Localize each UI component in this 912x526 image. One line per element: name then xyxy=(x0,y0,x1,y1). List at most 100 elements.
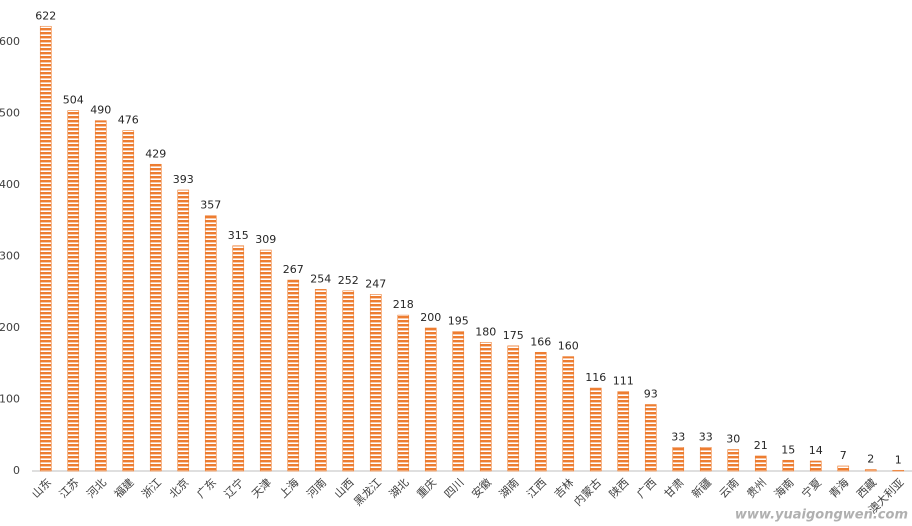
x-tick-label: 河北 xyxy=(84,476,109,501)
x-tick-label: 北京 xyxy=(166,475,191,500)
data-label: 21 xyxy=(754,439,768,452)
data-label: 116 xyxy=(585,371,606,384)
x-tick-label: 河南 xyxy=(304,476,329,501)
bar xyxy=(232,245,245,472)
bar xyxy=(809,460,822,472)
data-label: 504 xyxy=(63,94,84,107)
x-tick-label: 浙江 xyxy=(139,476,164,501)
bar xyxy=(397,314,410,472)
bar xyxy=(314,289,327,472)
y-tick-label: 200 xyxy=(0,321,20,334)
x-tick-label: 重庆 xyxy=(414,475,439,500)
bar xyxy=(342,290,355,472)
x-tick-label: 海南 xyxy=(771,475,796,500)
y-tick-label: 400 xyxy=(0,178,20,191)
data-label: 429 xyxy=(145,147,166,160)
data-label: 1 xyxy=(895,453,902,466)
data-label: 309 xyxy=(255,233,276,246)
x-tick-label: 福建 xyxy=(111,475,136,500)
data-label: 33 xyxy=(699,430,713,443)
bar xyxy=(617,391,630,472)
x-tick-label: 新疆 xyxy=(689,475,714,500)
data-label: 218 xyxy=(393,298,414,311)
x-tick-label: 广西 xyxy=(634,476,659,501)
x-tick-label: 安徽 xyxy=(469,475,494,500)
bar xyxy=(177,189,190,472)
x-tick-label: 贵州 xyxy=(744,476,769,501)
bar xyxy=(864,469,877,472)
x-tick-label: 山东 xyxy=(29,476,54,501)
bar xyxy=(562,356,575,472)
data-label: 195 xyxy=(448,315,469,328)
data-label: 247 xyxy=(365,277,386,290)
bar xyxy=(149,163,162,472)
data-label: 357 xyxy=(200,199,221,212)
bar xyxy=(727,449,740,472)
bar xyxy=(892,469,905,472)
x-tick-label: 江西 xyxy=(524,476,549,501)
x-tick-label: 青海 xyxy=(826,475,851,500)
x-tick-label: 上海 xyxy=(276,475,301,500)
bar xyxy=(424,327,437,472)
x-tick-label: 江苏 xyxy=(57,476,82,501)
bar xyxy=(452,331,465,472)
data-label: 393 xyxy=(173,173,194,186)
x-tick-label: 广东 xyxy=(194,476,219,501)
data-label: 267 xyxy=(283,263,304,276)
bar xyxy=(699,447,712,472)
bar xyxy=(39,25,52,472)
data-label: 7 xyxy=(840,449,847,462)
bar xyxy=(782,459,795,472)
data-label: 254 xyxy=(310,272,331,285)
data-label: 315 xyxy=(228,229,249,242)
bar xyxy=(589,387,602,472)
bar xyxy=(754,455,767,472)
bar xyxy=(122,130,135,472)
bar xyxy=(67,110,80,472)
bar xyxy=(94,120,107,472)
data-label: 476 xyxy=(118,114,139,127)
x-tick-label: 湖南 xyxy=(497,476,522,501)
data-label: 166 xyxy=(530,335,551,348)
data-label: 622 xyxy=(35,9,56,22)
x-tick-label: 内蒙古 xyxy=(571,475,604,508)
x-tick-label: 湖北 xyxy=(387,476,412,501)
data-label: 490 xyxy=(90,104,111,117)
bar xyxy=(644,404,657,472)
x-tick-label: 甘肃 xyxy=(662,476,687,501)
y-tick-label: 100 xyxy=(0,393,20,406)
y-tick-label: 500 xyxy=(0,107,20,120)
data-label: 180 xyxy=(475,325,496,338)
bar xyxy=(479,341,492,472)
bar xyxy=(672,447,685,472)
data-label: 160 xyxy=(558,340,579,353)
data-label: 14 xyxy=(809,444,823,457)
data-label: 2 xyxy=(867,453,874,466)
y-tick-label: 600 xyxy=(0,35,20,48)
x-tick-label: 陕西 xyxy=(606,475,631,500)
data-label: 33 xyxy=(671,430,685,443)
x-tick-label: 黑龙江 xyxy=(351,476,384,509)
bar xyxy=(534,352,547,472)
bar xyxy=(837,465,850,472)
watermark: www.yuaigongwen.com xyxy=(735,508,908,523)
data-label: 200 xyxy=(420,311,441,324)
bar xyxy=(259,249,272,472)
x-tick-label: 宁夏 xyxy=(799,475,824,500)
data-label: 93 xyxy=(644,388,658,401)
data-label: 252 xyxy=(338,274,359,287)
bar xyxy=(507,345,520,472)
y-tick-label: 300 xyxy=(0,250,20,263)
x-tick-label: 四川 xyxy=(442,476,467,501)
data-label: 30 xyxy=(726,433,740,446)
bar xyxy=(287,279,300,472)
y-tick-label: 0 xyxy=(13,464,20,477)
data-label: 111 xyxy=(613,375,634,388)
x-tick-label: 天津 xyxy=(249,476,274,501)
bar xyxy=(369,294,382,472)
x-tick-label: 辽宁 xyxy=(221,475,246,500)
data-label: 175 xyxy=(503,329,524,342)
x-tick-label: 云南 xyxy=(717,476,742,501)
data-label: 15 xyxy=(781,443,795,456)
